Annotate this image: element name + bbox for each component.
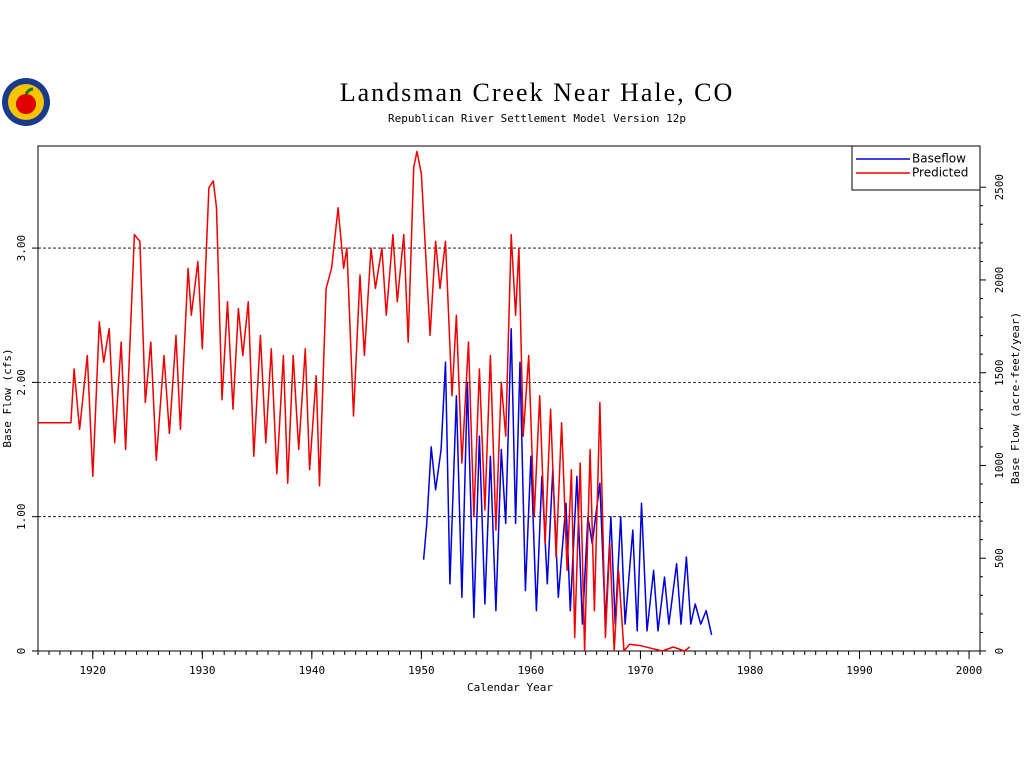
chart-subtitle: Republican River Settlement Model Versio… xyxy=(388,112,686,125)
x-axis-label: Calendar Year xyxy=(467,681,553,694)
y-tick-label: 1.00 xyxy=(15,503,28,530)
y2-tick-label: 2000 xyxy=(993,267,1006,294)
x-tick-label: 1950 xyxy=(408,664,435,677)
legend-label: Predicted xyxy=(912,166,968,180)
y2-tick-label: 1500 xyxy=(993,359,1006,386)
legend-label: Baseflow xyxy=(912,152,966,166)
logo xyxy=(2,78,50,126)
x-tick-label: 1960 xyxy=(518,664,545,677)
legend-box xyxy=(851,145,981,191)
y2-axis-label: Base Flow (acre-feet/year) xyxy=(1009,312,1022,484)
y2-tick-label: 0 xyxy=(993,648,1006,655)
y2-tick-label: 2500 xyxy=(993,174,1006,201)
y-tick-label: 0 xyxy=(15,648,28,655)
x-tick-label: 2000 xyxy=(956,664,983,677)
y2-tick-label: 1000 xyxy=(993,452,1006,479)
x-tick-label: 1990 xyxy=(846,664,873,677)
x-tick-label: 1980 xyxy=(737,664,764,677)
x-tick-label: 1940 xyxy=(299,664,326,677)
chart-title: Landsman Creek Near Hale, CO xyxy=(340,78,735,107)
x-tick-label: 1930 xyxy=(189,664,216,677)
series-line xyxy=(38,150,691,652)
y-tick-label: 2.00 xyxy=(15,369,28,396)
series-line xyxy=(422,327,713,636)
y-tick-label: 3.00 xyxy=(15,235,28,262)
x-tick-label: 1920 xyxy=(80,664,107,677)
y2-tick-label: 500 xyxy=(993,548,1006,568)
x-tick-label: 1970 xyxy=(627,664,654,677)
y-axis-label: Base Flow (cfs) xyxy=(1,348,14,447)
